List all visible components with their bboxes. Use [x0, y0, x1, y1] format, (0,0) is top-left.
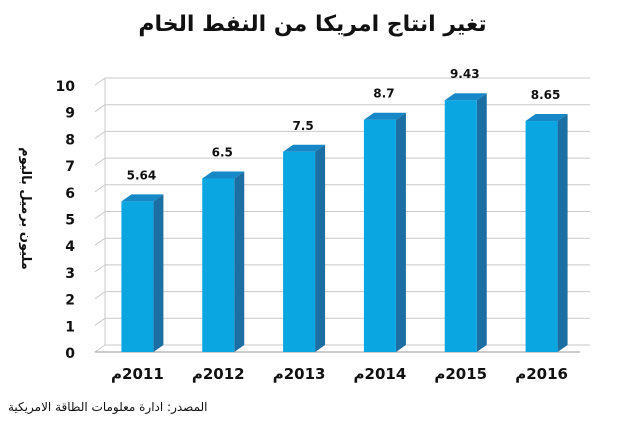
gridline-depth — [94, 264, 106, 273]
bar-top — [121, 194, 164, 202]
bar-side — [153, 194, 164, 352]
bar — [121, 201, 154, 352]
gridline-depth — [94, 344, 106, 353]
bar-top — [363, 112, 406, 120]
bar-side — [476, 93, 487, 353]
bar — [283, 151, 316, 352]
bar — [444, 100, 477, 353]
bar — [525, 121, 558, 352]
y-tick-label: 3 — [65, 266, 75, 282]
grid-layer — [94, 77, 590, 353]
y-tick-label: 0 — [65, 346, 75, 362]
data-label: 8.7 — [373, 87, 394, 101]
data-label: 7.5 — [292, 119, 313, 133]
gridline-depth — [94, 291, 106, 300]
gridline-depth — [94, 211, 106, 219]
bar-side — [234, 171, 245, 352]
y-axis-label: مليون برميل باليوم — [18, 147, 33, 270]
bar-layer — [121, 93, 568, 353]
x-tick-label: 2015م — [434, 365, 487, 383]
gridline-depth — [94, 130, 106, 139]
bar-side — [557, 114, 568, 352]
axis-layer: 0 1 2 3 4 5 6 7 8 9 10 — [56, 79, 76, 362]
gridline-depth — [94, 104, 106, 113]
data-label: 9.43 — [450, 67, 480, 81]
y-tick-label: 1 — [65, 319, 75, 335]
y-tick-label: 4 — [65, 239, 75, 255]
bar-side — [315, 144, 326, 352]
label-layer: 5.64 2011م 6.5 2012م 7.5 2013م 8.7 2014م 9.43 201… — [111, 67, 568, 383]
gridline-depth — [94, 317, 106, 326]
data-label: 5.64 — [127, 168, 157, 182]
y-tick-label: 5 — [65, 213, 75, 229]
x-tick-label: 2014م — [354, 365, 407, 383]
gridline-depth — [94, 184, 106, 193]
y-tick-label: 2 — [65, 293, 75, 309]
bar-top — [525, 114, 568, 122]
source-note: المصدر: ادارة معلومات الطاقة الامريكية — [8, 400, 208, 414]
bar-top — [283, 144, 326, 152]
gridline-depth — [94, 157, 106, 166]
y-tick-label: 8 — [65, 132, 75, 148]
x-tick-label: 2012م — [192, 365, 245, 383]
x-tick-label: 2011م — [111, 365, 164, 383]
bar-top — [444, 93, 487, 101]
bar — [363, 119, 396, 353]
y-tick-label: 9 — [65, 106, 75, 122]
y-tick-label: 10 — [56, 79, 76, 95]
bar — [202, 178, 235, 352]
gridline-depth — [94, 237, 106, 246]
bar-top — [202, 171, 245, 179]
y-tick-label: 6 — [65, 186, 75, 202]
x-tick-label: 2016م — [515, 365, 568, 383]
y-tick-label: 7 — [65, 159, 75, 175]
chart-title: تغير انتاج امريكا من النفط الخام — [138, 12, 487, 37]
data-label: 8.65 — [531, 88, 561, 102]
gridline-depth — [94, 77, 106, 86]
bar-side — [395, 112, 406, 353]
data-label: 6.5 — [212, 145, 233, 159]
x-tick-label: 2013م — [273, 365, 326, 383]
